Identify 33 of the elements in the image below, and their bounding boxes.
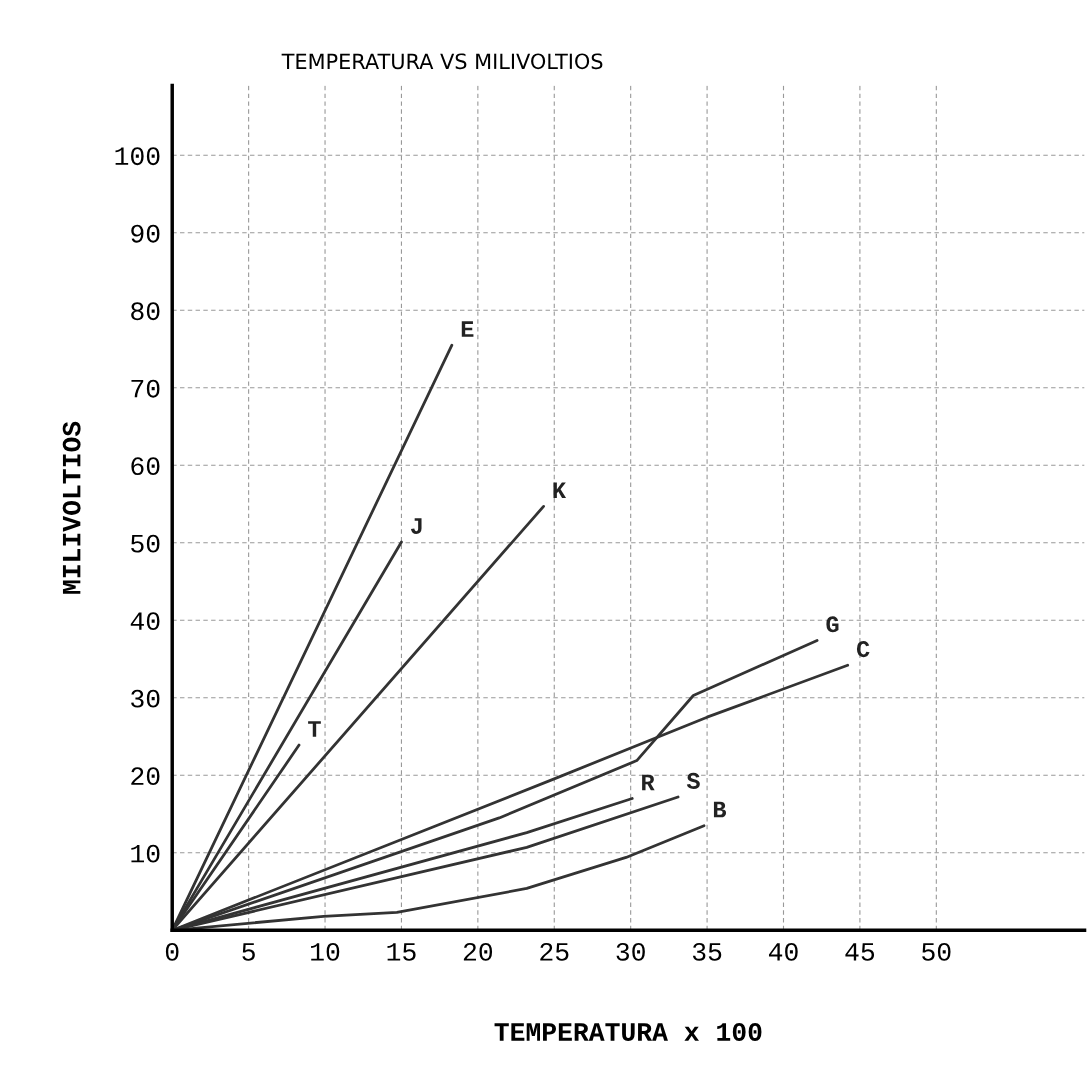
y-tick-label: 60: [131, 457, 160, 476]
y-tick-label: 90: [131, 224, 160, 243]
chart-title: TEMPERATURA VS MILIVOLTIOS: [281, 53, 603, 70]
x-tick-label: 20: [463, 942, 493, 961]
series-label: R: [642, 774, 655, 791]
series-label: C: [856, 641, 870, 658]
y-tick-label: 100: [115, 147, 160, 166]
x-tick-label: 10: [311, 942, 340, 961]
y-tick-label: 30: [131, 689, 160, 708]
x-tick-label: 30: [616, 942, 645, 961]
x-tick-label: 35: [692, 942, 722, 961]
x-tick-label: 25: [540, 942, 569, 961]
x-tick-label: 0: [165, 942, 179, 961]
series-label: B: [713, 801, 727, 818]
x-tick-label: 50: [922, 942, 951, 961]
x-tick-label: 15: [387, 943, 416, 961]
x-tick-label: 5: [242, 943, 255, 961]
x-axis-title: TEMPERATURA x 100: [494, 1023, 762, 1041]
y-tick-label: 40: [130, 612, 160, 631]
x-tick-label: 40: [768, 942, 798, 961]
series-label: K: [553, 482, 567, 499]
y-axis-title: MILIVOLTIOS: [62, 421, 81, 594]
y-tick-label: 50: [131, 534, 160, 553]
y-tick-label: 70: [131, 379, 160, 398]
y-tick-label: 80: [131, 302, 160, 321]
y-tick-label: 10: [131, 844, 160, 863]
series-label: E: [461, 321, 474, 337]
series-label: S: [686, 772, 700, 789]
y-tick-label: 20: [131, 767, 160, 786]
series-label: J: [410, 518, 422, 534]
series-label: G: [826, 616, 839, 633]
series-label: T: [308, 721, 321, 737]
x-tick-label: 45: [845, 943, 875, 961]
